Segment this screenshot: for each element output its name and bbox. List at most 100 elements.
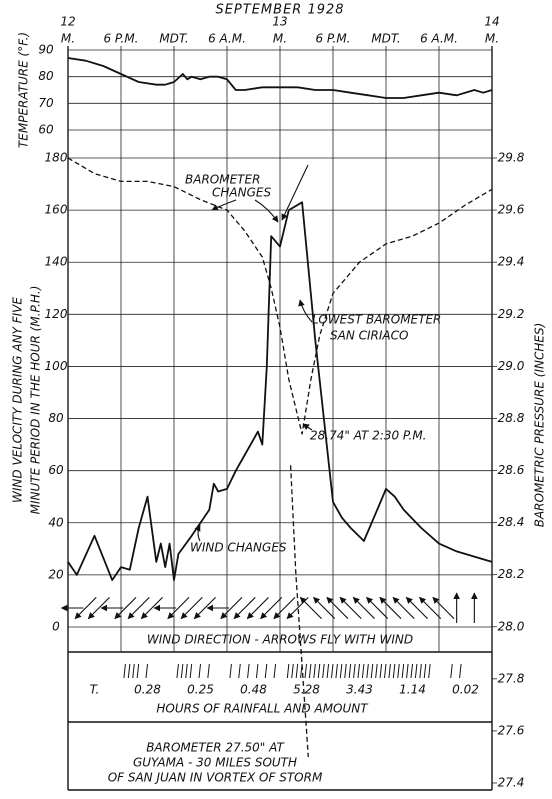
barometer-line (289, 465, 309, 758)
rain-hour (255, 663, 259, 679)
rain-hour (264, 663, 268, 679)
y-tick-label: 60 (48, 463, 64, 477)
wind-arrow (405, 596, 428, 619)
rain-hour (247, 663, 250, 679)
rain-hour (136, 663, 140, 679)
rain-hour (423, 663, 427, 679)
wind-arrow (339, 596, 362, 619)
rainfall-amount: T. (90, 683, 100, 697)
rainfall-amount: 1.14 (399, 683, 426, 697)
wind-arrow (273, 597, 296, 620)
y2-tick-label: 28.8 (498, 411, 525, 425)
wind-arrow (140, 597, 163, 620)
rain-hour (308, 663, 312, 679)
annotation: SAN CIRIACO (330, 329, 408, 343)
rainfall-amount: 3.43 (346, 683, 373, 697)
rainfall-amount: 0.48 (240, 683, 267, 697)
rain-hour (361, 663, 365, 679)
rain-hour (189, 663, 193, 679)
y2-tick-label: 29.6 (498, 203, 525, 217)
temperature-tick-label: 80 (38, 69, 54, 83)
wind-arrow (114, 597, 137, 620)
day-tick-label: 14 (484, 15, 499, 29)
y-axis-label: WIND VELOCITY DURING ANY FIVE (11, 297, 25, 503)
rain-hour (414, 663, 418, 679)
y-tick-label: 120 (45, 307, 68, 321)
annotation: 28.74" AT 2:30 P.M. (310, 429, 427, 443)
x-tick-label: MDT. (371, 32, 400, 46)
rain-hour (379, 663, 383, 679)
wind-arrow (352, 596, 375, 619)
rain-hour (388, 663, 391, 679)
y-tick-label: 20 (48, 567, 64, 581)
x-tick-label: 6 A.M. (208, 32, 246, 46)
x-tick-label: 6 P.M. (103, 32, 138, 46)
y-tick-label: 140 (45, 255, 68, 269)
annotation-arrow (281, 164, 309, 221)
rain-hour (185, 663, 188, 679)
rain-hour (145, 663, 148, 679)
wind-arrow (180, 597, 203, 620)
rain-hour (450, 663, 453, 679)
rain-hour (459, 663, 462, 679)
y-tick-label: 160 (45, 203, 68, 217)
rain-hour (322, 663, 325, 679)
rain-hour (375, 663, 378, 679)
wind-arrow (246, 597, 269, 620)
y-axis-label: MINUTE PERIOD IN THE HOUR (M.P.H.) (29, 286, 43, 515)
y2-tick-label: 28.2 (498, 567, 525, 581)
annotation: BAROMETER 27.50" AT (146, 741, 285, 755)
y-tick-label: 80 (48, 411, 64, 425)
annotation: OF SAN JUAN IN VORTEX OF STORM (108, 771, 323, 785)
chart-title: SEPTEMBER 1928 (215, 3, 344, 18)
y2-tick-label: 29.8 (498, 151, 525, 165)
wind-arrow (326, 596, 349, 619)
y2-tick-label: 27.6 (498, 723, 525, 737)
rain-hour (313, 663, 316, 679)
annotation-arrow (254, 199, 279, 223)
rain-hour (295, 663, 299, 679)
rain-hour (348, 663, 352, 679)
annotation-arrow (211, 199, 237, 211)
rain-hour (384, 663, 387, 679)
rain-hour (406, 663, 409, 679)
wind-arrow (233, 597, 256, 620)
rain-hour (238, 663, 241, 679)
rain-hour (127, 663, 131, 679)
barometer-line (67, 157, 493, 435)
rain-hour (344, 663, 347, 679)
x-tick-label: M. (273, 32, 287, 46)
rainfall-amount: 0.02 (452, 683, 479, 697)
wind-arrow (392, 596, 415, 619)
wind-arrow (260, 597, 283, 620)
y2-tick-label: 28.0 (498, 619, 525, 633)
y-tick-label: 100 (45, 359, 68, 373)
temperature-axis-label: TEMPERATURE (°F.) (17, 32, 31, 148)
temperature-tick-label: 70 (38, 96, 54, 110)
rain-hour (286, 663, 290, 679)
y-tick-label: 40 (48, 515, 64, 529)
rain-hour (331, 663, 334, 679)
rain-hour (300, 663, 303, 679)
wind-arrow (127, 597, 150, 620)
rain-hour (326, 663, 330, 679)
rainfall-amount: 5.28 (293, 683, 320, 697)
x-tick-label: MDT. (159, 32, 188, 46)
y2-tick-label: 27.4 (498, 776, 525, 790)
y-tick-label: 180 (45, 151, 68, 165)
rain-hour (132, 663, 135, 679)
rain-hour (410, 663, 413, 679)
annotation: CHANGES (212, 186, 271, 200)
x-tick-label: 6 A.M. (420, 32, 458, 46)
temperature-tick-label: 90 (38, 43, 54, 57)
wind-arrow (74, 597, 97, 620)
rain-hour (353, 663, 356, 679)
wind-arrow (379, 596, 402, 619)
rain-hour (207, 663, 210, 679)
rain-hour (123, 663, 126, 679)
wind-arrow (299, 596, 322, 619)
rain-hour (304, 663, 307, 679)
x-tick-label: M. (61, 32, 75, 46)
rainfall-amount: 0.28 (134, 683, 161, 697)
